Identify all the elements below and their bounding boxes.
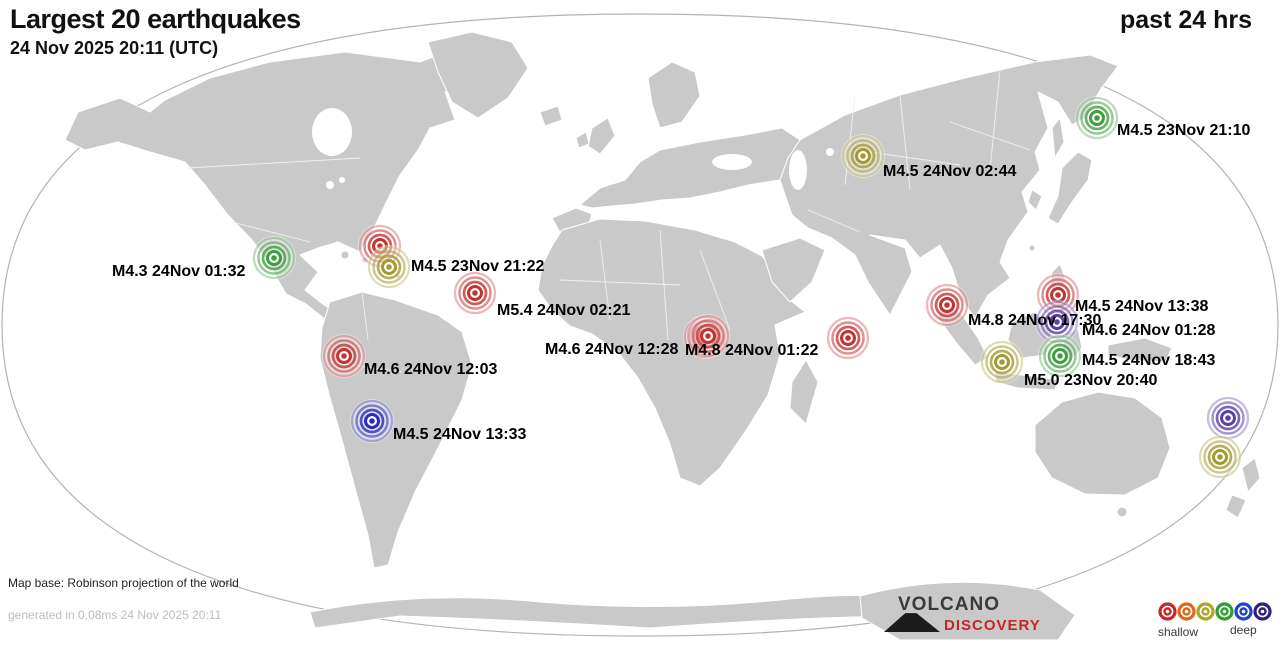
legend-deep-label: deep [1230, 623, 1257, 637]
depth-ring-icon-5 [1253, 602, 1272, 621]
continents [64, 31, 1261, 641]
page-subtitle: 24 Nov 2025 20:11 (UTC) [10, 38, 219, 58]
earthquake-marker-bolivia[interactable] [348, 397, 396, 445]
earthquake-marker-kamchatka[interactable] [1073, 94, 1121, 142]
earthquake-marker-sulawesi[interactable] [1036, 332, 1084, 380]
depth-ring-icon-1 [1177, 602, 1196, 621]
logo-line1: VOLCANO [898, 594, 1000, 615]
earthquake-marker-east-africa-b[interactable] [684, 312, 732, 360]
earthquake-label-sumatra: M4.8 24Nov 17:30 [968, 312, 1102, 329]
logo-line2: DISCOVERY [944, 617, 1041, 634]
earthquake-marker-kermadec-north[interactable] [1204, 394, 1252, 442]
earthquake-label-east-africa-b: M4.8 24Nov 01:22 [685, 342, 819, 359]
earthquake-marker-molucca[interactable] [1033, 298, 1081, 346]
legend-shallow-label: shallow [1158, 625, 1199, 639]
earthquake-label-caribbean-south: M4.5 23Nov 21:22 [411, 258, 545, 275]
depth-ring-icon-0 [1158, 602, 1177, 621]
earthquake-label-peru: M4.6 24Nov 12:03 [364, 361, 498, 378]
earthquake-label-sulawesi: M4.5 24Nov 18:43 [1082, 352, 1216, 369]
earthquake-marker-caribbean-south[interactable] [365, 243, 413, 291]
earthquake-marker-mexico[interactable] [250, 234, 298, 282]
earthquake-label-mexico: M4.3 24Nov 01:32 [112, 263, 246, 280]
earthquake-label-east-africa-a: M4.6 24Nov 12:28 [545, 341, 679, 358]
country-borders [187, 69, 1031, 373]
earthquake-marker-peru[interactable] [320, 332, 368, 380]
depth-ring-icon-3 [1215, 602, 1234, 621]
generated-note: generated in 0.08ms 24 Nov 2025 20:11 [8, 608, 222, 622]
earthquake-label-philippines: M4.5 24Nov 13:38 [1075, 298, 1209, 315]
depth-legend: shallow deep [1158, 602, 1276, 646]
earthquake-label-central-asia: M4.5 24Nov 02:44 [883, 163, 1017, 180]
depth-ring-icon-2 [1196, 602, 1215, 621]
earthquake-label-kamchatka: M4.5 23Nov 21:10 [1117, 122, 1251, 139]
earthquake-label-mid-atlantic: M5.4 24Nov 02:21 [497, 302, 631, 319]
depth-legend-rings [1158, 602, 1276, 621]
volcanodiscovery-logo[interactable]: VOLCANO DISCOVERY [884, 594, 1054, 642]
earthquake-marker-mid-atlantic[interactable] [451, 269, 499, 317]
earthquake-marker-kermadec-south[interactable] [1196, 433, 1244, 481]
earthquake-marker-indian-ocean[interactable] [824, 314, 872, 362]
earthquake-label-molucca: M4.6 24Nov 01:28 [1082, 322, 1216, 339]
time-period-label: past 24 hrs [1119, 6, 1252, 34]
page-title: Largest 20 earthquakes [10, 4, 301, 34]
earthquake-marker-sumatra[interactable] [923, 281, 971, 329]
earthquake-label-java: M5.0 23Nov 20:40 [1024, 372, 1158, 389]
earthquake-marker-central-asia[interactable] [839, 132, 887, 180]
earthquake-label-bolivia: M4.5 24Nov 13:33 [393, 426, 527, 443]
earthquake-marker-java[interactable] [978, 338, 1026, 386]
depth-ring-icon-4 [1234, 602, 1253, 621]
map-base-note: Map base: Robinson projection of the wor… [8, 576, 239, 590]
inland-water [312, 108, 834, 190]
